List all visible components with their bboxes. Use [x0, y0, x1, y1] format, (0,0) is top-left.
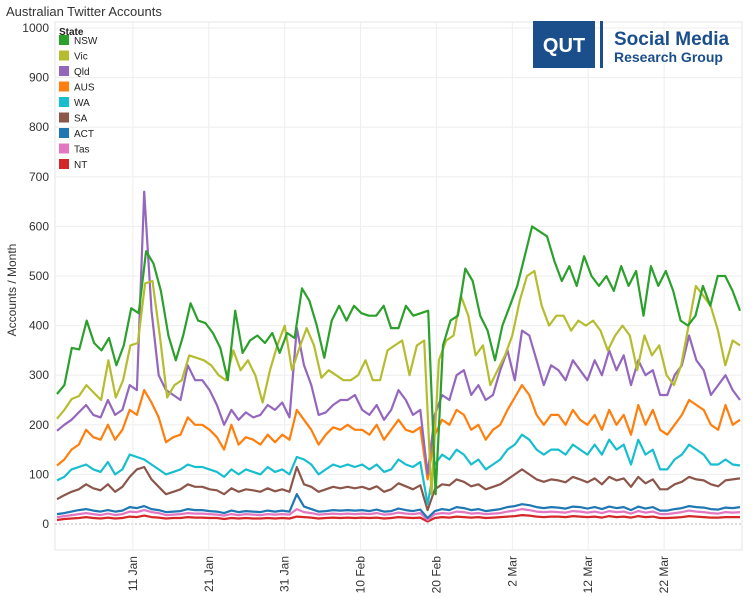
- series-line-vic: [56, 269, 741, 496]
- legend-entry-qld: Qld: [74, 67, 90, 78]
- legend-entry-aus: AUS: [74, 83, 95, 94]
- legend-swatch-nsw: [59, 35, 69, 45]
- legend-swatch-sa: [59, 112, 69, 123]
- legend-swatch-qld: [59, 66, 69, 76]
- legend-entry-nt: NT: [74, 160, 87, 171]
- qut-logo: QUT Social Media Research Group: [533, 21, 730, 68]
- x-tick-label: 20 Feb: [429, 556, 443, 594]
- series-line-nsw: [56, 225, 742, 496]
- qut-logo-line2: Research Group: [614, 49, 723, 65]
- legend-entry-vic: Vic: [74, 52, 88, 63]
- y-tick-label: 100: [29, 467, 49, 481]
- x-tick-label: 31 Jan: [278, 556, 292, 592]
- y-tick-label: 900: [29, 71, 49, 85]
- y-tick-label: 800: [29, 120, 49, 134]
- x-tick-label: 10 Feb: [354, 556, 368, 594]
- x-tick-label: 21 Jan: [202, 556, 216, 592]
- x-tick-label: 22 Mar: [657, 556, 671, 593]
- y-tick-label: 1000: [22, 21, 49, 35]
- legend-entry-wa: WA: [74, 98, 90, 109]
- qut-logo-divider: [600, 21, 603, 68]
- x-tick-label: 2 Mar: [505, 556, 519, 587]
- y-axis-ticks: 0 100 200 300 400 500 600 700 800 900 1000: [22, 21, 49, 531]
- legend-swatch-tas: [59, 143, 69, 154]
- qut-logo-line1: Social Media: [614, 29, 730, 50]
- chart-title: Australian Twitter Accounts: [6, 4, 162, 19]
- legend: State NSW Vic Qld AUS WA SA ACT Tas NT: [59, 27, 98, 171]
- legend-swatch-act: [59, 128, 69, 138]
- y-tick-label: 600: [29, 219, 49, 233]
- legend-swatch-aus: [59, 81, 69, 92]
- x-axis-ticks: 11 Jan 21 Jan 31 Jan 10 Feb 20 Feb 2 Mar 12 Ma…: [126, 556, 671, 594]
- series-lines: [56, 190, 742, 523]
- y-tick-label: 0: [42, 517, 49, 531]
- legend-entry-nsw: NSW: [74, 36, 98, 47]
- x-tick-label: 11 Jan: [126, 556, 140, 591]
- series-line-wa: [56, 433, 741, 506]
- series-line-tas: [56, 508, 741, 522]
- y-axis-label: Accounts / Month: [5, 244, 19, 337]
- y-tick-label: 200: [29, 418, 49, 432]
- legend-entry-sa: SA: [74, 114, 88, 125]
- series-line-act: [56, 493, 741, 520]
- legend-swatch-wa: [59, 97, 69, 107]
- series-line-nt: [56, 513, 740, 523]
- legend-entry-tas: Tas: [74, 145, 90, 156]
- x-tick-label: 12 Mar: [581, 556, 595, 593]
- legend-title: State: [59, 27, 84, 38]
- legend-swatch-nt: [59, 159, 69, 169]
- qut-logo-mark-text: QUT: [543, 35, 585, 57]
- legend-entry-act: ACT: [74, 129, 94, 140]
- series-line-sa: [56, 465, 741, 512]
- series-line-aus: [56, 384, 741, 481]
- legend-swatch-vic: [59, 50, 69, 61]
- qut-logo-mark: [533, 21, 595, 68]
- plot-area: 0 100 200 300 400 500 600 700 800 900 1000 11 Jan 2…: [22, 21, 743, 594]
- y-tick-label: 500: [29, 269, 49, 283]
- y-tick-label: 400: [29, 319, 49, 333]
- y-tick-label: 300: [29, 368, 49, 382]
- y-tick-label: 700: [29, 170, 49, 184]
